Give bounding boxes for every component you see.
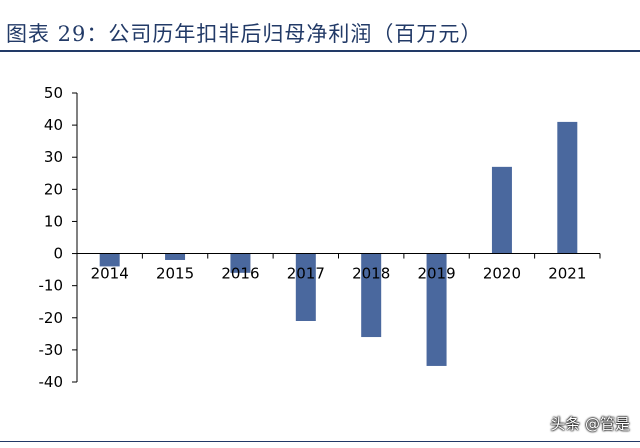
title-divider	[0, 50, 640, 52]
y-tick-label: -20	[39, 309, 64, 327]
y-tick-label: -40	[39, 373, 64, 391]
x-tick-label: 2017	[287, 265, 325, 283]
bars-group	[99, 121, 578, 366]
bottom-divider	[0, 441, 640, 442]
y-tick-label: 50	[44, 84, 63, 102]
y-tick-label: 0	[53, 245, 63, 263]
x-tick-label: 2019	[417, 265, 455, 283]
x-tick-label: 2018	[352, 265, 390, 283]
bar-2018	[361, 253, 382, 338]
x-tick-label: 2021	[548, 265, 586, 283]
x-tick-label: 2020	[483, 265, 521, 283]
y-tick-label: -10	[39, 277, 64, 295]
bar-2021	[557, 121, 578, 254]
y-tick-labels: 50 40 30 20 10 0 -10 -20 -30 -40	[39, 84, 64, 391]
bar-2015	[165, 253, 186, 260]
chart-title: 图表 29：公司历年扣非后归母净利润（百万元）	[6, 22, 483, 46]
y-tick-label: -30	[39, 341, 64, 359]
bar-2014	[99, 253, 120, 267]
x-tick-label: 2014	[91, 265, 129, 283]
bar-2019	[426, 253, 447, 366]
y-tick-label: 30	[44, 148, 63, 166]
y-tick-label: 20	[44, 180, 63, 198]
x-tick-label: 2016	[221, 265, 259, 283]
bar-2017	[295, 253, 316, 321]
y-tick-label: 40	[44, 116, 63, 134]
axes-group	[72, 92, 601, 383]
bar-2020	[491, 166, 512, 254]
x-tick-label: 2015	[156, 265, 194, 283]
y-tick-label: 10	[44, 212, 63, 230]
x-tick-labels: 2014 2015 2016 2017 2018 2019 2020 2021	[91, 265, 587, 283]
watermark: 头条 @管是	[550, 415, 630, 433]
bar-2016	[230, 253, 251, 273]
